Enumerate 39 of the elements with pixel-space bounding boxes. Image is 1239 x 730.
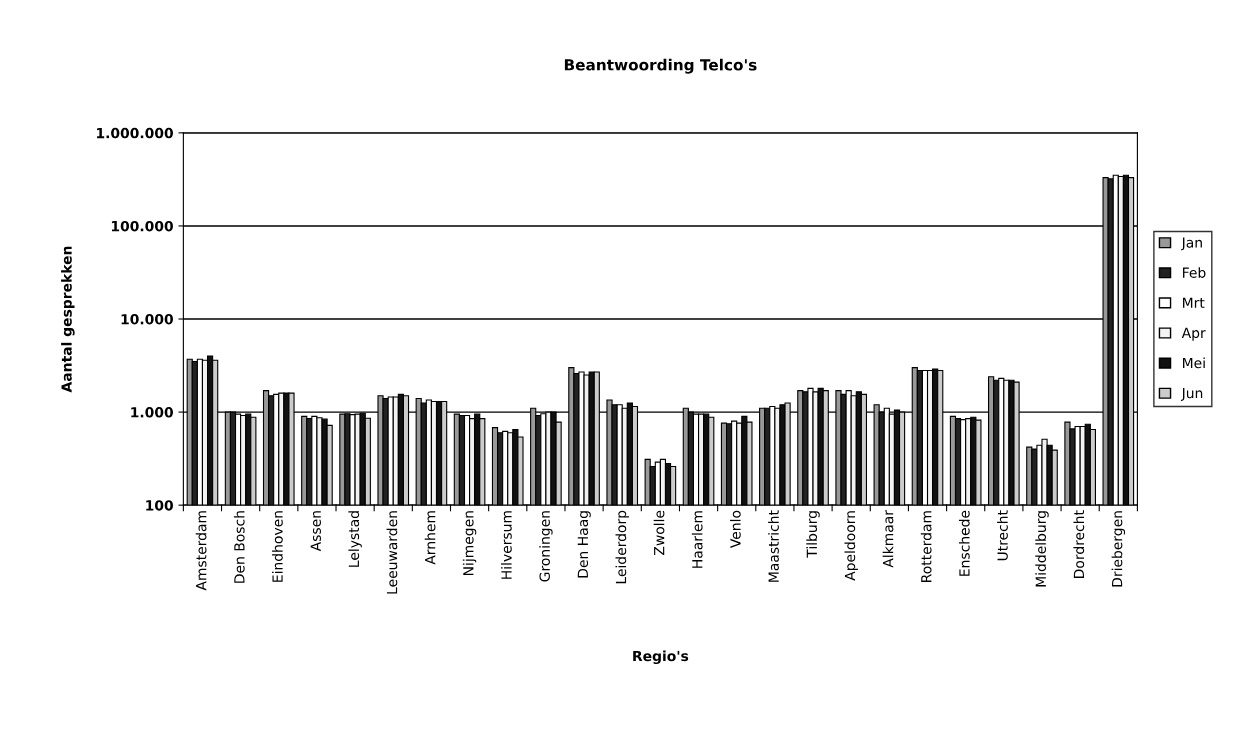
x-axis-title: Regio's [633,650,689,665]
y-tick-label: 100.000 [111,220,173,232]
x-tick-label: Utrecht [997,510,1008,561]
y-tick-label: 1.000 [131,407,173,418]
legend-label: Feb [1183,267,1206,278]
x-tick-label: Tilburg [806,511,820,558]
y-tick-label: 10.000 [121,313,173,325]
legend-label: Mrt [1183,297,1205,308]
x-tick-label: Nijmegen [462,511,477,576]
x-tick-label: Zwolle [653,510,665,556]
x-tick-label: Den Bosch [233,511,245,583]
x-tick-label: Arnhem [424,511,436,565]
legend-label: Mei [1183,357,1205,369]
x-tick-label: Dordrecht [1073,510,1085,578]
y-tick-label: 100 [146,500,173,511]
x-tick-label: Rotterdam [920,511,932,582]
x-tick-label: Leeuwarden [386,511,398,594]
x-tick-label: Lelystad [348,511,362,567]
x-tick-label: Driebergen [1111,511,1126,587]
y-axis-title: Aantal gesprekken [61,246,75,393]
x-tick-label: Enschede [958,510,970,576]
x-tick-label: Eindhoven [272,511,283,582]
chart-title: Beantwoording Telco's [564,58,757,74]
legend-label: Jan [1180,237,1202,251]
x-tick-label: Apeldoorn [844,511,858,581]
x-tick-label: Groningen [539,511,553,582]
x-tick-label: Den Haag [577,511,591,578]
x-tick-label: Leiderdorp [615,510,629,584]
x-tick-label: Hilversum [501,511,512,579]
x-tick-label: Alkmaar [882,510,894,568]
x-tick-label: Venlo [729,510,741,549]
y-tick-label: 1.000.000 [97,127,173,139]
x-tick-label: Amsterdam [195,511,207,591]
x-tick-label: Maastricht [768,510,779,582]
legend-label: Jun [1180,387,1203,401]
legend-label: Apr [1181,327,1206,341]
x-tick-label: Haarlem [691,511,703,568]
x-tick-label: Middelburg [1035,511,1049,587]
x-tick-label: Assen [310,511,321,552]
